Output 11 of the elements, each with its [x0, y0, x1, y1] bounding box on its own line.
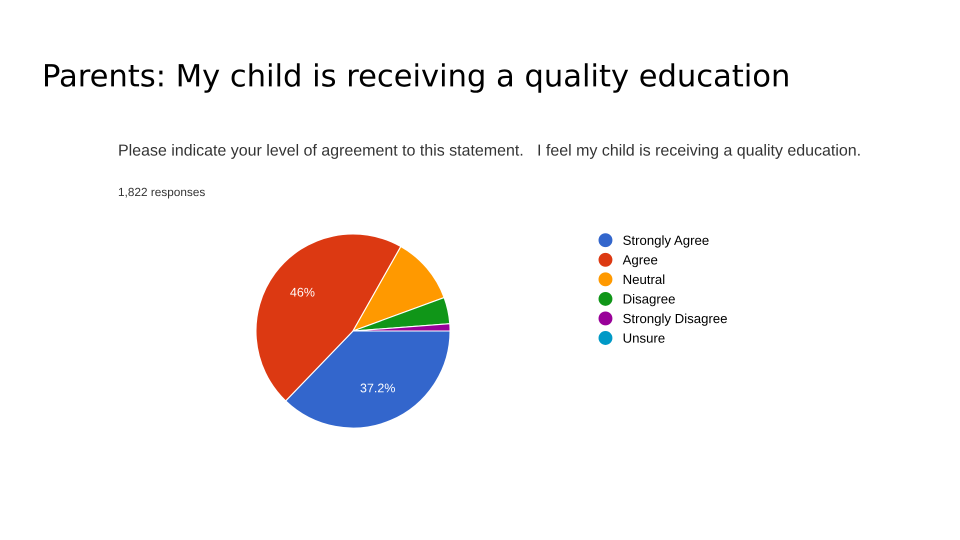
data-label: 46%: [290, 288, 314, 297]
legend-label: Neutral: [624, 274, 664, 284]
legend-label: Strongly Disagree: [623, 314, 727, 326]
text: 1,822 responses: [118, 188, 205, 199]
legend-label: Agree: [622, 255, 658, 268]
legend-label: Unsure: [624, 334, 665, 343]
chart-subtitle: Please indicate your level of agreement to this statement. I feel my child is receiving a quality education.: [119, 144, 860, 159]
chart-title: Parents: My child is receiving a quality education: [45, 63, 788, 93]
legend-label: Disagree: [624, 294, 675, 306]
data-label: 37.2%: [360, 384, 395, 392]
legend-label: Strongly Agree: [623, 235, 709, 248]
